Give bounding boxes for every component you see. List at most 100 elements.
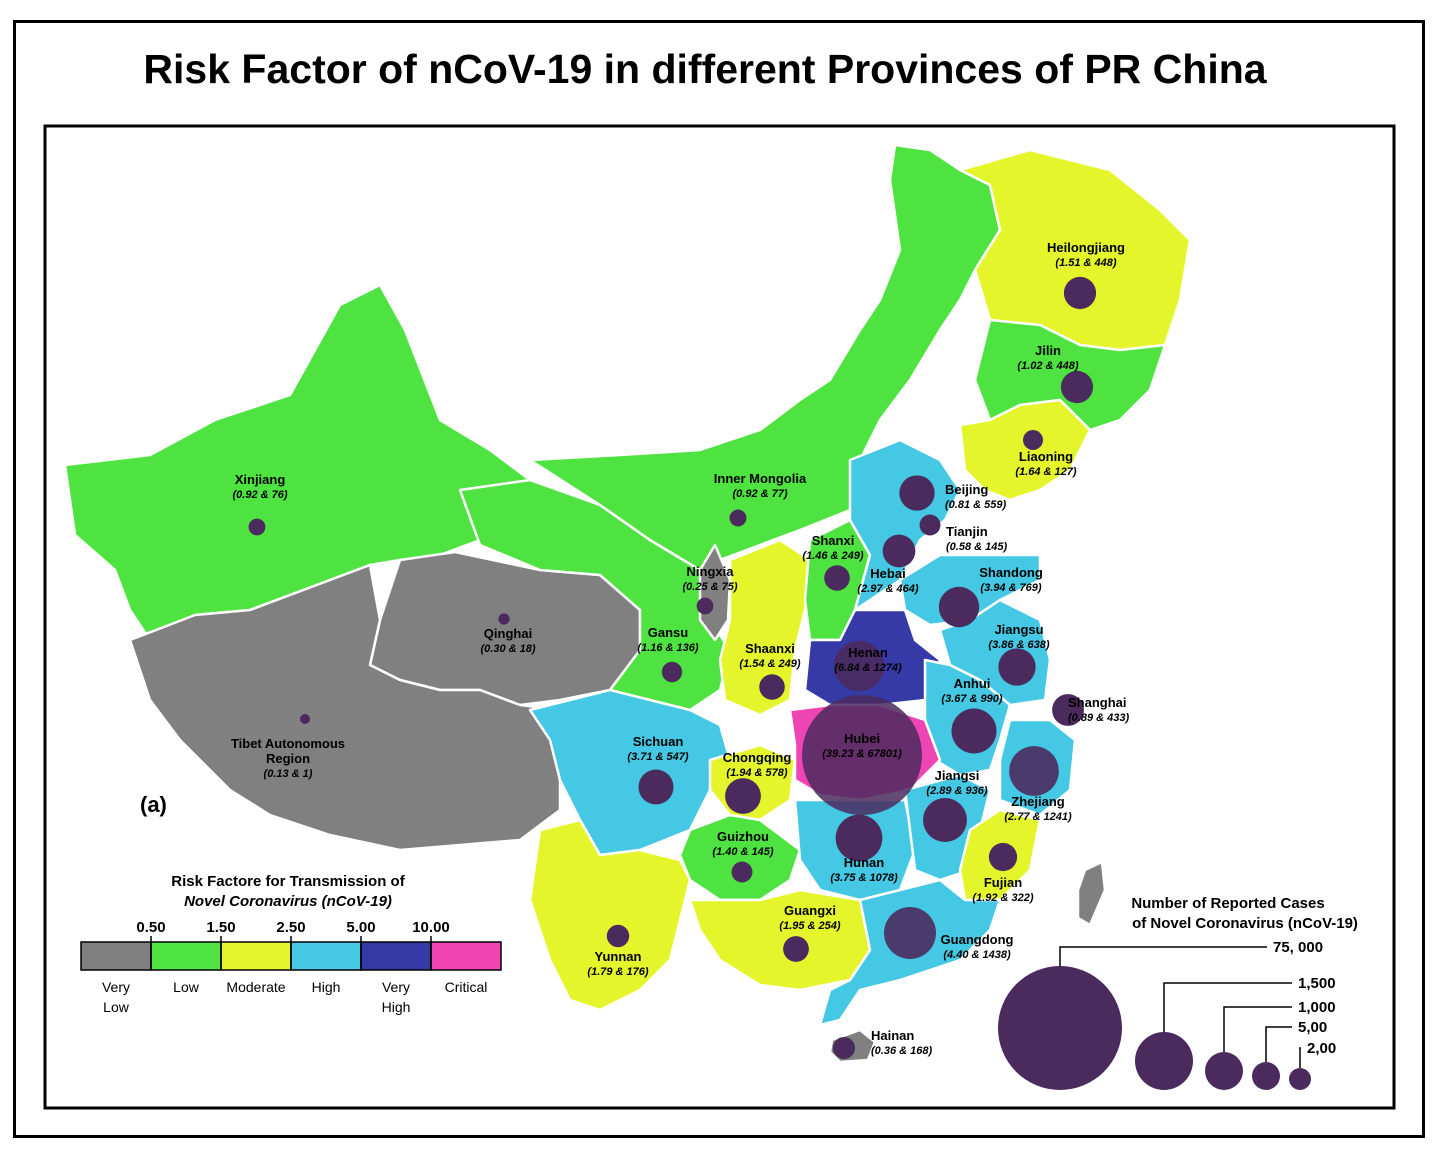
province-marker-shandong: Shandong (3.94 & 769) xyxy=(938,565,1043,628)
risk-legend-label: Low xyxy=(103,999,130,1015)
risk-legend-swatch-critical xyxy=(430,941,502,971)
province-name-qinghai: Qinghai xyxy=(484,626,532,641)
province-name-hunan: Hunan xyxy=(844,855,885,870)
province-values-hebai: (2.97 & 464) xyxy=(857,583,918,595)
province-name-tianjin: Tianjin xyxy=(946,524,988,539)
case-legend-label: 2,00 xyxy=(1307,1040,1336,1057)
case-bubble-gansu xyxy=(661,661,683,683)
case-legend-leader xyxy=(1299,1047,1301,1068)
case-bubble-zhejiang xyxy=(1009,746,1059,796)
province-values-shanxi: (1.46 & 249) xyxy=(802,550,863,562)
case-bubble-jiangsu xyxy=(998,648,1036,686)
province-shaanxi xyxy=(718,538,812,717)
province-values-jiangsi: (2.89 & 936) xyxy=(926,785,987,797)
case-legend-label: 1,500 xyxy=(1298,975,1336,992)
island-taiwan xyxy=(1076,860,1107,927)
province-marker-anhui: Anhui (3.67 & 990) xyxy=(941,676,1003,754)
province-values-guangxi: (1.95 & 254) xyxy=(779,920,840,932)
province-marker-zhejiang: Zhejiang (2.77 & 1241) xyxy=(1004,746,1072,823)
risk-legend-label: Very xyxy=(382,979,410,995)
province-shandong xyxy=(898,553,1042,627)
province-labels: Heilongjiang (1.51 & 448) Jilin (1.02 & 448… xyxy=(231,240,1129,1060)
province-yunnan xyxy=(528,818,692,1012)
case-bubble-heilongjiang xyxy=(1063,276,1097,310)
province-marker-liaoning: Liaoning (1.64 & 127) xyxy=(1015,430,1077,478)
case-legend-leader xyxy=(1223,1006,1292,1052)
province-marker-sichuan: Sichuan (3.71 & 547) xyxy=(627,734,689,805)
province-marker-hubei: Hubei (39.23 & 67801) xyxy=(802,695,922,815)
province-marker-shaanxi: Shaanxi (1.54 & 249) xyxy=(739,641,801,700)
risk-legend-swatch-very-high xyxy=(360,941,432,971)
case-legend-bubble xyxy=(1289,1068,1311,1090)
province-values-liaoning: (1.64 & 127) xyxy=(1015,466,1076,478)
province-name-zhejiang: Zhejiang xyxy=(1011,794,1065,809)
case-bubble-guangdong xyxy=(884,907,936,959)
province-name-shandong: Shandong xyxy=(979,565,1043,580)
province-name-hubei: Hubei xyxy=(844,731,880,746)
province-name-tibet-autonomous-region: Region xyxy=(266,751,310,766)
province-marker-jiangsi: Jiangsi (2.89 & 936) xyxy=(923,768,988,842)
province-marker-yunnan: Yunnan (1.79 & 176) xyxy=(587,924,649,978)
province-values-hainan: (0.36 & 168) xyxy=(871,1045,932,1057)
province-marker-hunan: Hunan (3.75 & 1078) xyxy=(830,814,898,884)
province-marker-chongqing: Chongqing (1.94 & 578) xyxy=(723,750,791,814)
province-marker-hainan: Hainan (0.36 & 168) xyxy=(832,1028,932,1060)
case-bubble-chongqing xyxy=(725,778,761,814)
case-bubble-liaoning xyxy=(1023,430,1043,450)
case-legend-leader xyxy=(1265,1026,1292,1062)
province-name-xinjiang: Xinjiang xyxy=(235,472,286,487)
province-name-heilongjiang: Heilongjiang xyxy=(1047,240,1125,255)
case-legend-bubble xyxy=(1135,1032,1193,1090)
province-values-fujian: (1.92 & 322) xyxy=(972,892,1033,904)
province-marker-guangdong: Guangdong (4.40 & 1438) xyxy=(884,907,1014,961)
risk-legend-title-line1: Risk Factore for Transmission of xyxy=(171,873,405,890)
case-bubble-jilin xyxy=(1060,370,1094,404)
risk-legend-threshold: 0.50 xyxy=(136,919,165,936)
case-legend-label: 75, 000 xyxy=(1273,939,1323,956)
case-legend-title-line2: of Novel Coronavirus (nCoV-19) xyxy=(1132,915,1358,932)
page-title: Risk Factor of nCoV-19 in different Prov… xyxy=(143,46,1267,92)
case-bubble-hubei xyxy=(802,695,922,815)
province-ningxia xyxy=(698,543,732,642)
province-name-anhui: Anhui xyxy=(954,676,991,691)
province-name-shanghai: Shanghai xyxy=(1068,695,1127,710)
province-values-jiangsu: (3.86 & 638) xyxy=(988,639,1049,651)
province-name-shaanxi: Shaanxi xyxy=(745,641,795,656)
risk-legend-threshold: 2.50 xyxy=(276,919,305,936)
province-values-heilongjiang: (1.51 & 448) xyxy=(1055,257,1116,269)
province-marker-gansu: Gansu (1.16 & 136) xyxy=(637,625,699,683)
province-values-jilin: (1.02 & 448) xyxy=(1017,360,1078,372)
province-name-liaoning: Liaoning xyxy=(1019,449,1073,464)
province-values-tianjin: (0.58 & 145) xyxy=(946,541,1007,553)
case-legend-bubble xyxy=(1252,1062,1280,1090)
province-values-xinjiang: (0.92 & 76) xyxy=(232,489,287,501)
province-name-hebai: Hebai xyxy=(870,566,905,581)
province-values-tibet-autonomous-region: (0.13 & 1) xyxy=(264,768,313,780)
risk-legend-label: High xyxy=(312,979,341,995)
risk-legend-threshold: 1.50 xyxy=(206,919,235,936)
province-name-guangxi: Guangxi xyxy=(784,903,836,918)
province-shapes xyxy=(63,143,1192,1064)
case-bubble-hunan xyxy=(835,814,883,862)
case-legend-bubble xyxy=(998,966,1122,1090)
province-values-shanghai: (0.89 & 433) xyxy=(1068,712,1129,724)
province-marker-jiangsu: Jiangsu (3.86 & 638) xyxy=(988,622,1050,686)
province-values-beijing: (0.81 & 559) xyxy=(945,499,1006,511)
province-values-shaanxi: (1.54 & 249) xyxy=(739,658,800,670)
case-bubble-guizhou xyxy=(731,861,753,883)
province-marker-inner-mongolia: Inner Mongolia (0.92 & 77) xyxy=(714,471,807,527)
province-name-ningxia: Ningxia xyxy=(687,564,735,579)
province-marker-guizhou: Guizhou (1.40 & 145) xyxy=(712,829,774,883)
case-bubble-henan xyxy=(833,640,885,692)
risk-legend-label: Very xyxy=(102,979,130,995)
risk-legend-swatch-low xyxy=(150,941,222,971)
case-bubble-shanghai xyxy=(1052,694,1084,726)
risk-legend-label: Low xyxy=(173,979,200,995)
case-bubble-yunnan xyxy=(606,924,630,948)
case-bubble-jiangsi xyxy=(923,798,967,842)
province-marker-xinjiang: Xinjiang (0.92 & 76) xyxy=(232,472,288,536)
province-name-jilin: Jilin xyxy=(1035,343,1061,358)
province-values-anhui: (3.67 & 990) xyxy=(941,693,1002,705)
case-bubble-inner-mongolia xyxy=(729,509,747,527)
case-legend: Number of Reported Cases of Novel Corona… xyxy=(998,895,1358,1090)
